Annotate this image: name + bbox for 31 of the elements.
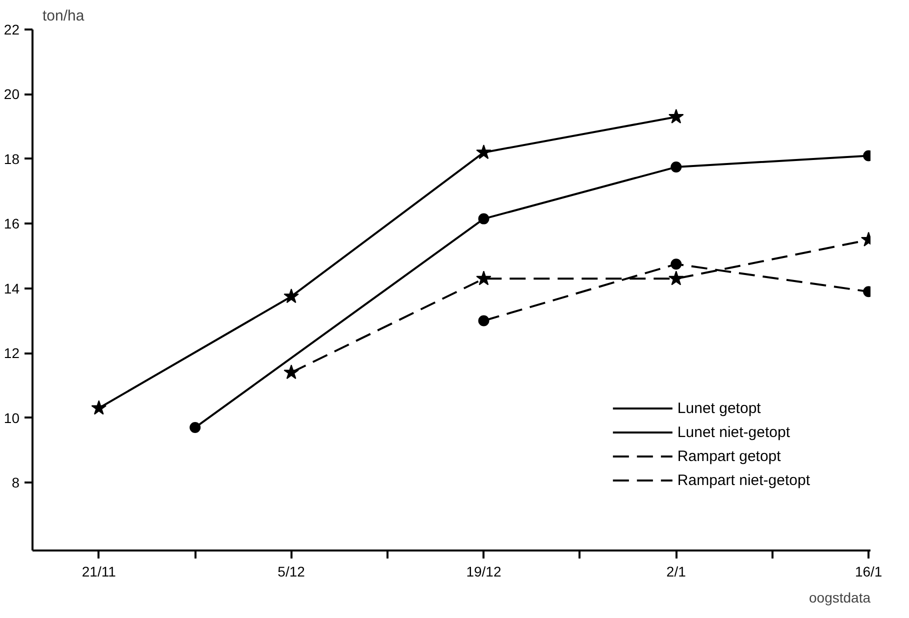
legend-label: Lunet getopt	[677, 400, 761, 416]
x-tick-label: 16/1	[854, 564, 882, 580]
x-tick-label: 5/12	[278, 564, 306, 580]
x-tick-label: 2/1	[666, 564, 686, 580]
y-tick-label: 16	[4, 216, 20, 232]
y-tick-label: 12	[4, 345, 20, 362]
point	[284, 364, 299, 380]
y-tick-label: 10	[4, 410, 20, 426]
point	[476, 144, 492, 160]
point	[284, 288, 299, 304]
y-tick-label: 20	[4, 86, 20, 102]
legend-label: Rampart getopt	[677, 448, 781, 464]
point	[668, 108, 684, 124]
legend-label: Lunet niet-getopt	[677, 424, 790, 440]
y-tick-label: 18	[4, 150, 20, 167]
point	[670, 162, 682, 173]
x-axis-title: oogstdata	[809, 590, 871, 606]
legend-label: Rampart niet-getopt	[677, 472, 810, 488]
point	[478, 315, 490, 326]
point	[476, 270, 492, 286]
point	[478, 213, 490, 224]
y-tick-label: 14	[4, 280, 20, 296]
x-tick-label: 21/11	[82, 564, 116, 580]
y-tick-label: 8	[12, 474, 20, 491]
x-tick-label: 19/12	[466, 564, 502, 580]
point	[670, 258, 682, 270]
y-tick-label: 22	[4, 22, 20, 38]
y-axis-title: ton/ha	[42, 8, 85, 24]
point	[91, 400, 107, 415]
point	[190, 422, 201, 434]
point	[668, 270, 684, 286]
